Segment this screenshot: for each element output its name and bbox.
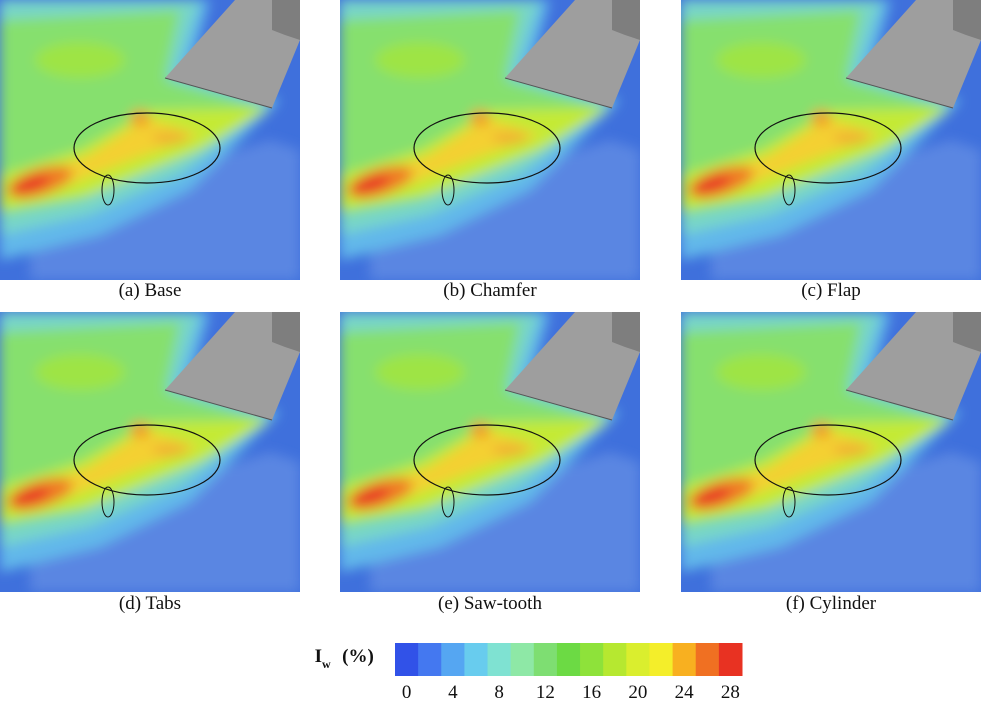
contour-panel <box>0 312 300 592</box>
colorbar-band <box>556 643 581 676</box>
colorbar-tick-label: 12 <box>536 682 555 703</box>
colorbar-band <box>464 643 489 676</box>
colorbar-tick-label: 16 <box>582 682 601 703</box>
contour-panel <box>681 0 981 280</box>
colorbar-band <box>718 643 743 676</box>
colorbar-band <box>395 643 419 676</box>
contour-panel <box>340 0 640 280</box>
colorbar-tick-label: 4 <box>448 682 458 703</box>
colorbar-band <box>510 643 535 676</box>
colorbar-unit: (%) <box>342 646 374 667</box>
colorbar-band <box>533 643 558 676</box>
panel-caption: (d) Tabs <box>119 593 181 614</box>
colorbar-tick-label: 20 <box>628 682 647 703</box>
colorbar-band <box>672 643 697 676</box>
colorbar-tick-label: 0 <box>402 682 412 703</box>
contour-panel <box>340 312 640 592</box>
contour-panel <box>0 0 300 280</box>
panel-caption: (f) Cylinder <box>786 593 877 614</box>
colorbar-tick-label: 8 <box>494 682 504 703</box>
colorbar-band <box>418 643 442 676</box>
colorbar-band <box>626 643 650 676</box>
colorbar-band <box>603 643 627 676</box>
colorbar-band <box>580 643 604 676</box>
colorbar-tick-label: 24 <box>675 682 695 703</box>
panel-caption: (a) Base <box>119 280 182 301</box>
colorbar-band <box>649 643 674 676</box>
colorbar-band <box>487 643 512 676</box>
colorbar-label-subscript: w <box>322 657 331 671</box>
colorbar-tick-label: 28 <box>721 682 740 703</box>
colorbar-band <box>441 643 465 676</box>
panel-caption: (c) Flap <box>801 280 861 301</box>
colorbar-band <box>695 643 720 676</box>
panel-caption: (e) Saw-tooth <box>438 593 542 614</box>
contour-panel <box>681 312 981 592</box>
panel-caption: (b) Chamfer <box>443 280 537 301</box>
colorbar-label: I <box>315 646 322 667</box>
